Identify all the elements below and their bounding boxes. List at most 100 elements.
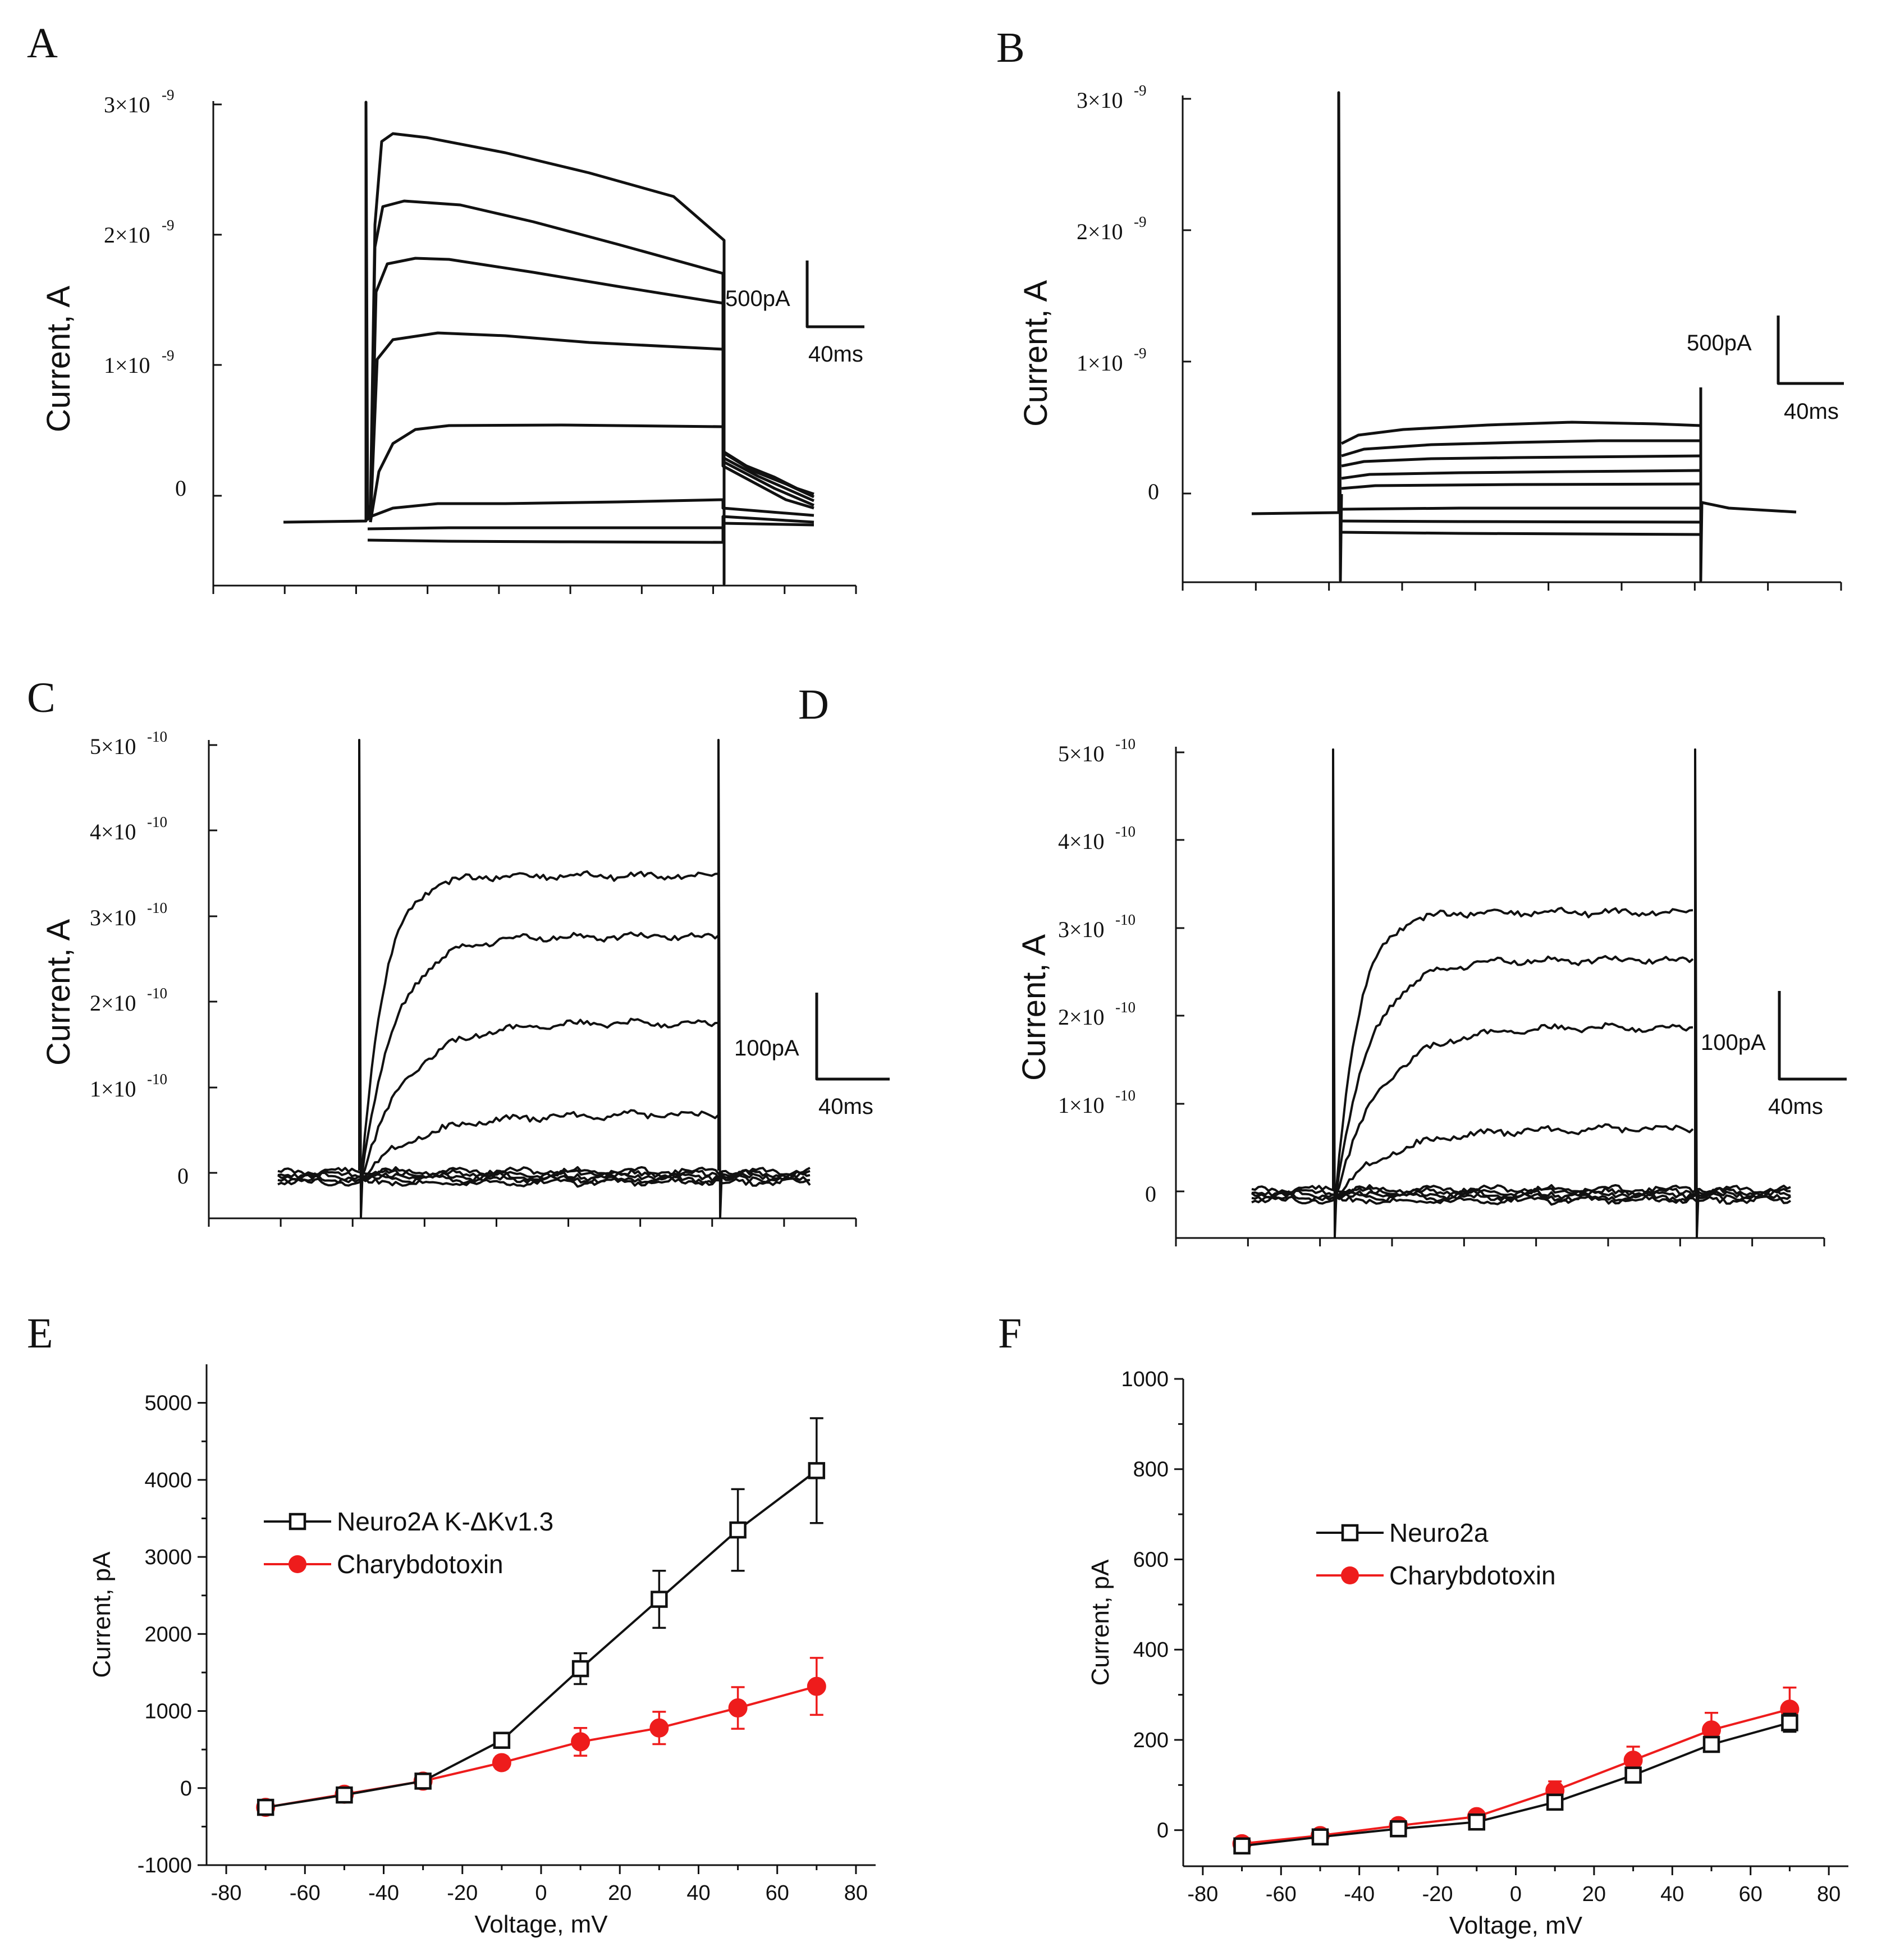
panel-b-trace-1 — [1340, 421, 1701, 445]
data-point — [336, 1786, 353, 1804]
panel-c-y-tick-label: 4×10 — [90, 819, 136, 844]
y-axis-title: Current, pA — [88, 1551, 116, 1678]
panel-b-trace-base — [1251, 91, 1797, 582]
panel-c-traces — [277, 739, 811, 1218]
panel-c-y-ticks — [209, 744, 217, 1174]
panel-c-trace-1 — [360, 870, 719, 1177]
legend-marker — [1341, 1566, 1359, 1584]
panel-a-trace-1 — [283, 100, 814, 586]
panel-d-y-tick-label: 1×10 — [1058, 1093, 1105, 1118]
data-point — [651, 1591, 668, 1608]
data-point — [571, 1732, 590, 1752]
panel-d-x-ticks — [1175, 1238, 1825, 1246]
y-tick-label: 800 — [1133, 1458, 1169, 1482]
panel-b-scale-current: 500pA — [1687, 331, 1752, 355]
panel-b-trace-5 — [1341, 482, 1701, 490]
x-tick-label: -20 — [447, 1881, 478, 1905]
panel-c-scale-bar-lines — [815, 993, 890, 1081]
panel-b-trace-3 — [1341, 454, 1701, 468]
data-point — [257, 1798, 274, 1816]
panel-d-y-tick-label: 4×10 — [1058, 829, 1105, 854]
legend: Neuro2A K-ΔKv1.3 Charybdotoxin — [264, 1507, 553, 1579]
panel-c-y-tick-label: 1×10 — [90, 1076, 136, 1102]
panel-b-y-tick-label: 3×10 — [1077, 88, 1123, 113]
x-tick-label: 0 — [535, 1881, 547, 1905]
panel-c-y-tick-label: 3×10 — [90, 905, 136, 930]
y-tick-label: 400 — [1133, 1638, 1169, 1662]
y-tick-label: 5000 — [144, 1392, 192, 1415]
data-point — [808, 1462, 826, 1479]
panel-c-baseline-traces — [277, 1166, 811, 1188]
panel-c-y-tick-exponent: -10 — [147, 814, 167, 830]
panel-a: A Current, A 3×10 -9 2×10 -9 1×10 -9 0 — [27, 20, 864, 594]
legend-label: Charybdotoxin — [337, 1550, 503, 1579]
panel-d-y-tick-labels: 5×10 -10 4×10 -10 3×10 -10 2×10 -10 1×10… — [1058, 735, 1156, 1207]
panel-a-y-tick-labels: 3×10 -9 2×10 -9 1×10 -9 0 — [104, 86, 186, 501]
y-tick-label: 3000 — [144, 1546, 192, 1569]
data-point — [571, 1660, 589, 1678]
x-tick-label: 80 — [844, 1881, 868, 1905]
panel-d-y-axis-title: Current, A — [1016, 934, 1052, 1081]
x-tick-label: -60 — [290, 1881, 321, 1905]
panel-b-trace-7 — [1341, 519, 1701, 524]
panel-e: E -80 -60 -40 -20 0 20 40 60 80 -1000 0 1000 2000 300… — [27, 1310, 876, 1938]
panel-c-y-tick-label: 2×10 — [90, 990, 136, 1016]
x-tick-label: 40 — [1660, 1883, 1684, 1906]
panel-b-y-ticks — [1183, 98, 1191, 495]
panel-c-trace-3 — [360, 1017, 719, 1178]
panel-b-y-tick-label: 1×10 — [1077, 350, 1123, 376]
y-tick-label: 0 — [1157, 1819, 1169, 1843]
x-tick-label: -80 — [1187, 1883, 1218, 1906]
panel-d-y-tick-exponent: -10 — [1115, 735, 1136, 752]
panel-a-scale-time: 40ms — [808, 342, 863, 367]
panel-a-y-tick-exponent: -9 — [162, 347, 175, 364]
panel-a-y-tick-label: 0 — [175, 476, 186, 501]
panel-b-y-tick-exponent: -9 — [1134, 345, 1147, 362]
panel-c-y-tick-exponent: -10 — [147, 728, 167, 745]
legend-marker — [289, 1555, 306, 1573]
y-tick-label: 1000 — [1121, 1368, 1169, 1391]
panel-b-y-tick-exponent: -9 — [1134, 82, 1147, 99]
series-charybdotoxin — [1232, 1686, 1800, 1853]
panel-c-y-tick-labels: 5×10 -10 4×10 -10 3×10 -10 2×10 -10 1×10… — [90, 728, 189, 1189]
panel-c-scale-current: 100pA — [734, 1036, 799, 1061]
panel-b-scale-bar: 500pA 40ms — [1687, 316, 1844, 424]
panel-d-y-tick-label: 5×10 — [1058, 741, 1105, 766]
panel-b-traces — [1251, 91, 1797, 582]
panel-d-y-tick-label: 0 — [1145, 1181, 1156, 1207]
panel-b: B Current, A 3×10 -9 2×10 -9 1×10 -9 0 — [996, 24, 1844, 591]
panel-e-chart: -80 -60 -40 -20 0 20 40 60 80 -1000 0 1000 2000 3000 4… — [88, 1364, 876, 1938]
panel-d: D Current, A 5×10 -10 4×10 -10 3×10 -10 … — [798, 681, 1847, 1246]
x-tick-label: 20 — [608, 1881, 631, 1905]
panel-c: C Current, A 5×10 -10 4×10 -10 3×10 -10 … — [27, 674, 890, 1227]
panel-d-trace-1 — [1335, 907, 1693, 1195]
data-point — [493, 1731, 511, 1749]
panel-a-y-tick-exponent: -9 — [162, 86, 175, 103]
y-tick-label: 1000 — [144, 1700, 192, 1724]
panel-a-trace-3 — [369, 257, 815, 523]
series-neuro2a-k-kv1-3 — [257, 1417, 826, 1816]
panel-d-y-tick-exponent: -10 — [1115, 999, 1136, 1016]
legend-marker — [1341, 1524, 1359, 1542]
panel-c-spikes — [358, 739, 723, 1218]
panel-a-y-axis-title: Current, A — [40, 286, 77, 432]
panel-b-scale-bar-lines — [1777, 316, 1844, 385]
x-tick-label: -60 — [1266, 1883, 1297, 1906]
x-axis-title: Voltage, mV — [474, 1911, 608, 1938]
panel-b-trace-4 — [1341, 469, 1701, 480]
panel-a-y-tick-label: 1×10 — [104, 353, 150, 378]
data-point — [728, 1698, 748, 1718]
y-axis-title: Current, pA — [1087, 1559, 1114, 1686]
panel-b-scale-time: 40ms — [1784, 399, 1839, 424]
panel-a-scale-bar-lines — [805, 261, 864, 328]
x-tick-label: -40 — [368, 1881, 399, 1905]
series-line — [1242, 1708, 1790, 1845]
panel-c-trace-4 — [360, 1109, 720, 1181]
panel-f-letter: F — [998, 1310, 1022, 1357]
panel-b-y-tick-exponent: -9 — [1134, 213, 1147, 230]
panel-b-trace-6 — [1341, 506, 1701, 511]
x-tick-label: 40 — [686, 1881, 710, 1905]
panel-b-y-tick-labels: 3×10 -9 2×10 -9 1×10 -9 0 — [1077, 82, 1159, 504]
data-point — [1623, 1751, 1643, 1770]
panel-a-scale-bar: 500pA 40ms — [725, 261, 864, 367]
